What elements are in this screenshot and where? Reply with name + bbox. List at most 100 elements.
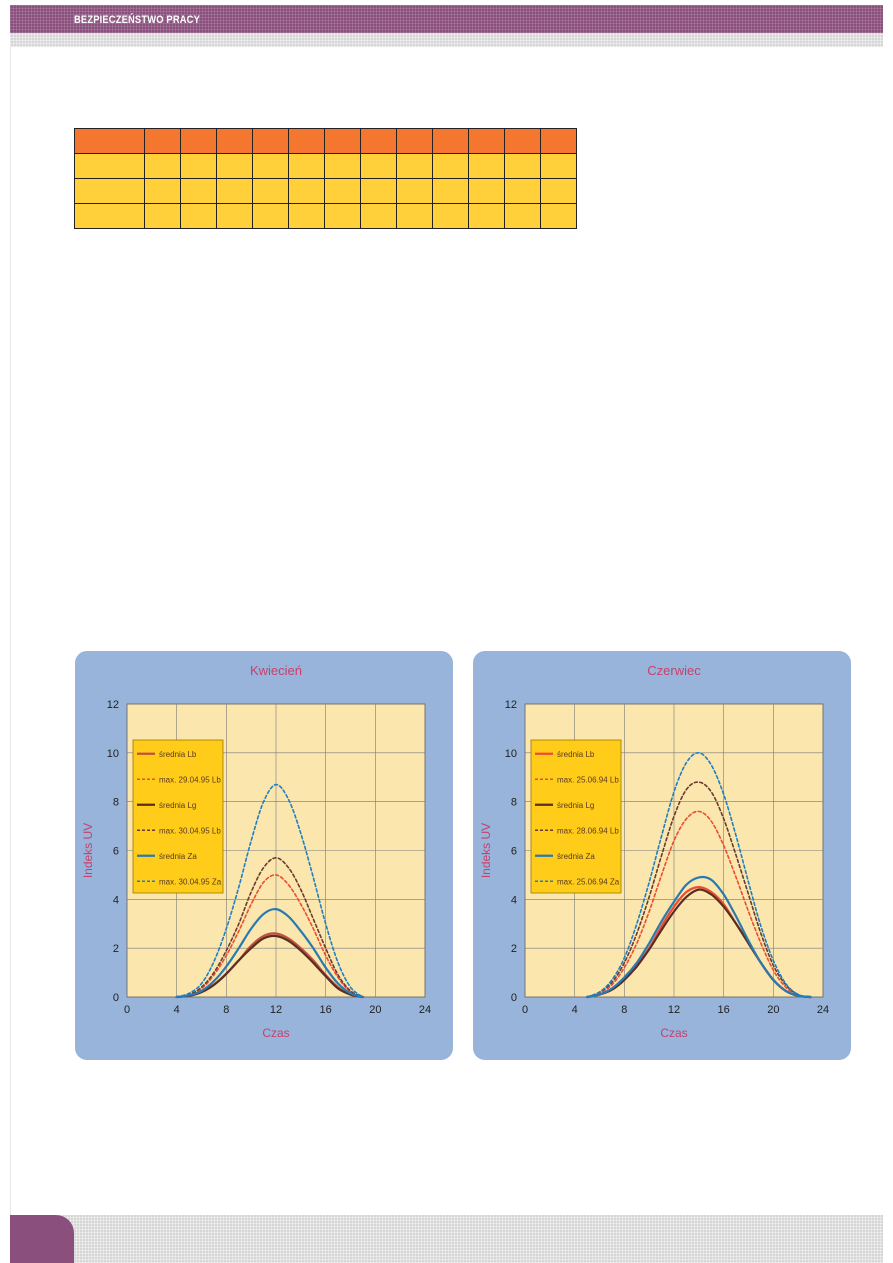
legend-label: średnia Lb — [159, 750, 197, 759]
x-tick-label: 24 — [419, 1004, 431, 1016]
header-bar — [10, 5, 883, 33]
table-cell — [432, 128, 469, 154]
table-cell — [468, 153, 505, 179]
table-cell — [324, 128, 361, 154]
y-tick-label: 12 — [107, 699, 119, 711]
chart-title: Kwiecień — [250, 663, 302, 678]
table-cell — [252, 178, 289, 204]
table-cell — [324, 178, 361, 204]
y-tick-label: 6 — [113, 846, 119, 858]
table-row — [74, 203, 577, 229]
table-cell — [216, 153, 253, 179]
legend-box — [132, 739, 224, 894]
legend-label: średnia Lg — [557, 801, 594, 810]
table-cell — [468, 178, 505, 204]
x-tick-label: 16 — [718, 1004, 730, 1016]
legend-label: max. 25.06.94 Za — [557, 877, 620, 886]
table-cell — [540, 178, 577, 204]
table-cell — [180, 153, 217, 179]
table-cell — [74, 178, 145, 204]
header-underline-strip — [10, 33, 883, 47]
y-tick-label: 4 — [113, 894, 119, 906]
table-cell — [144, 178, 181, 204]
table-cell — [504, 178, 541, 204]
y-tick-label: 0 — [113, 992, 119, 1004]
table-cell — [180, 203, 217, 229]
table-cell — [504, 128, 541, 154]
y-tick-label: 10 — [505, 748, 517, 760]
table-cell — [216, 178, 253, 204]
legend-label: średnia Lg — [159, 801, 196, 810]
x-tick-label: 24 — [817, 1004, 829, 1016]
footer-page-tab — [10, 1215, 74, 1263]
table-cell — [216, 203, 253, 229]
x-tick-label: 12 — [270, 1004, 282, 1016]
y-tick-label: 4 — [511, 894, 517, 906]
legend-label: średnia Lb — [557, 750, 595, 759]
series-line — [175, 907, 364, 999]
chart-panel-kwiecien: Kwiecień 0 4 8 12 16 20 24 0 2 4 6 8 10 12 Czas Indeks U… — [75, 651, 453, 1060]
table-cell — [540, 153, 577, 179]
table-header-row — [74, 128, 577, 154]
x-tick-label: 4 — [174, 1004, 180, 1016]
table-cell — [144, 153, 181, 179]
x-tick-label: 12 — [668, 1004, 680, 1016]
y-tick-label: 12 — [505, 699, 517, 711]
table-cell — [360, 203, 397, 229]
table-cell — [360, 128, 397, 154]
table-cell — [540, 128, 577, 154]
table-cell — [468, 128, 505, 154]
table-cell — [180, 128, 217, 154]
table-cell — [324, 203, 361, 229]
table-row — [74, 178, 577, 204]
table-cell — [74, 203, 145, 229]
table-cell — [288, 178, 325, 204]
table-cell — [504, 153, 541, 179]
footer-bar — [10, 1215, 883, 1263]
y-tick-label: 2 — [511, 943, 517, 955]
page-edge-line — [10, 47, 11, 1215]
table-cell — [324, 153, 361, 179]
data-table — [74, 128, 577, 229]
table-cell — [288, 128, 325, 154]
x-tick-label: 8 — [223, 1004, 229, 1016]
x-tick-label: 20 — [767, 1004, 779, 1016]
legend-label: max. 29.04.95 Lb — [159, 775, 221, 784]
series-line — [586, 781, 812, 998]
table-cell — [360, 153, 397, 179]
table-cell — [216, 128, 253, 154]
table-cell — [144, 128, 181, 154]
x-tick-label: 20 — [369, 1004, 381, 1016]
y-axis-label: Indeks UV — [81, 823, 95, 878]
table-cell — [396, 178, 433, 204]
table-cell — [468, 203, 505, 229]
table-cell — [396, 203, 433, 229]
series-line — [175, 934, 364, 999]
legend-box — [530, 739, 622, 894]
x-axis-label: Czas — [660, 1026, 687, 1040]
table-cell — [432, 153, 469, 179]
legend-label: max. 25.06.94 Lb — [557, 775, 619, 784]
table-cell — [180, 178, 217, 204]
legend-label: średnia Za — [159, 852, 197, 861]
y-tick-label: 2 — [113, 943, 119, 955]
table-row — [74, 153, 577, 179]
legend-label: max. 28.06.94 Lb — [557, 826, 619, 835]
series-line — [175, 783, 364, 998]
legend-label: max. 30.04.95 Za — [159, 877, 222, 886]
legend-label: max. 30.04.95 Lb — [159, 826, 221, 835]
series-line — [175, 856, 364, 998]
table-cell — [252, 153, 289, 179]
x-tick-label: 8 — [621, 1004, 627, 1016]
chart-panel-czerwiec: Czerwiec 0 4 8 12 16 20 24 0 2 4 6 8 10 12 Czas Indeks U… — [473, 651, 851, 1060]
y-tick-label: 10 — [107, 748, 119, 760]
x-tick-label: 16 — [320, 1004, 332, 1016]
table-cell — [74, 128, 145, 154]
y-axis-label: Indeks UV — [479, 823, 493, 878]
legend-label: średnia Za — [557, 852, 595, 861]
y-tick-label: 6 — [511, 846, 517, 858]
table-cell — [396, 128, 433, 154]
x-tick-label: 0 — [124, 1004, 130, 1016]
